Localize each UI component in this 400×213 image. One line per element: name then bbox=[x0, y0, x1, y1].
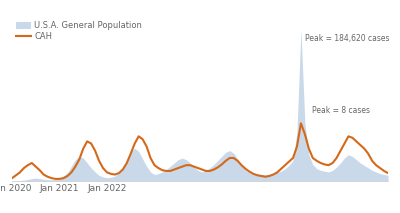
Legend: U.S.A. General Population, CAH: U.S.A. General Population, CAH bbox=[16, 21, 142, 41]
Text: Peak = 8 cases: Peak = 8 cases bbox=[312, 106, 370, 115]
Text: Peak = 184,620 cases: Peak = 184,620 cases bbox=[305, 34, 389, 43]
